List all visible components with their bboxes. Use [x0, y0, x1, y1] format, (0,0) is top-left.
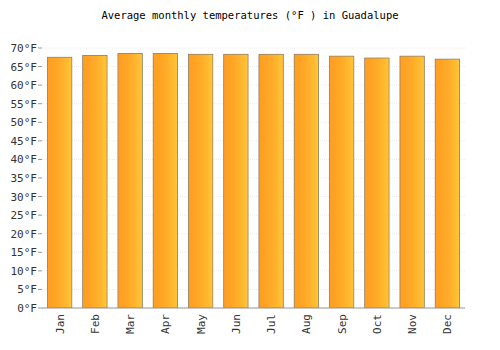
chart: Average monthly temperatures (°F ) in Gu…: [0, 0, 500, 350]
tick-mark: [38, 270, 42, 271]
x-tick-label: Dec: [441, 314, 454, 334]
bar-shine: [48, 58, 71, 308]
bar: [224, 54, 248, 308]
x-tick-label: Oct: [371, 314, 384, 334]
y-tick-label: 20°F: [11, 228, 38, 241]
bar: [47, 57, 71, 308]
tick-mark: [38, 215, 42, 216]
y-tick-label: 60°F: [11, 79, 38, 92]
bar: [259, 54, 283, 308]
x-tick-label: Jun: [230, 314, 243, 334]
tick-mark: [38, 178, 42, 179]
grid-line: [42, 48, 465, 49]
x-tick-label: Jan: [54, 314, 67, 334]
y-tick-label: 50°F: [11, 116, 38, 129]
bar-shine: [295, 55, 318, 308]
x-tick-label: Aug: [300, 314, 313, 334]
bar-shine: [365, 59, 388, 308]
y-tick-label: 10°F: [11, 265, 38, 278]
tick-mark: [38, 48, 42, 49]
y-tick-label: 15°F: [11, 246, 38, 259]
bar: [400, 56, 424, 308]
y-tick-label: 35°F: [11, 172, 38, 185]
bar: [188, 54, 212, 308]
tick-mark: [38, 308, 42, 309]
grid-line: [42, 308, 465, 309]
x-tick-label: Nov: [406, 314, 419, 334]
tick-mark: [38, 252, 42, 253]
y-tick-label: 45°F: [11, 135, 38, 148]
bar-shine: [83, 56, 106, 308]
y-tick-label: 25°F: [11, 209, 38, 222]
bar: [153, 54, 177, 308]
y-tick-label: 30°F: [11, 191, 38, 204]
y-tick-label: 65°F: [11, 61, 38, 74]
x-tick-label: Sep: [336, 314, 349, 334]
bars: [47, 54, 459, 308]
bar: [435, 59, 459, 308]
x-tick-label: Apr: [159, 314, 172, 334]
title: Average monthly temperatures (°F ) in Gu…: [101, 9, 398, 21]
bar: [118, 54, 142, 308]
y-tick-label: 70°F: [11, 42, 38, 55]
tick-mark: [38, 140, 42, 141]
tick-mark: [38, 233, 42, 234]
y-tick-label: 40°F: [11, 153, 38, 166]
bar-shine: [154, 54, 177, 307]
tick-mark: [38, 196, 42, 197]
x-tick-label: May: [195, 314, 208, 334]
y-tick-label: 5°F: [17, 283, 37, 296]
bar: [365, 58, 389, 308]
bar: [329, 56, 353, 308]
bar-shine: [189, 55, 212, 308]
tick-mark: [38, 66, 42, 67]
tick-mark: [38, 103, 42, 104]
x-tick-label: Feb: [89, 314, 102, 334]
bar-shine: [400, 57, 423, 308]
bar-shine: [436, 60, 459, 308]
tick-mark: [38, 159, 42, 160]
y-tick-label: 55°F: [11, 98, 38, 111]
tick-mark: [38, 122, 42, 123]
y-tick-label: 0°F: [17, 302, 37, 315]
bar-shine: [118, 54, 141, 307]
bar-shine: [224, 55, 247, 308]
bar-shine: [259, 55, 282, 308]
x-axis: [42, 308, 465, 309]
tick-mark: [38, 85, 42, 86]
bar: [294, 54, 318, 308]
tick-mark: [38, 289, 42, 290]
bar: [83, 55, 107, 308]
x-tick-label: Mar: [124, 314, 137, 334]
x-tick-label: Jul: [265, 314, 278, 334]
bar-shine: [330, 57, 353, 308]
